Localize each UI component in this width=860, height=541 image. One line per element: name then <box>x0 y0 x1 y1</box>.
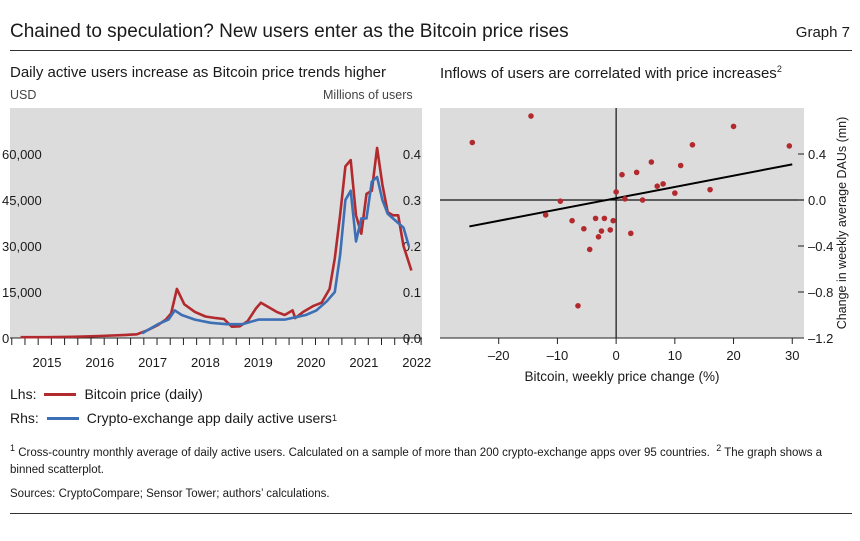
scatter-point <box>786 143 793 149</box>
graph-number: Graph 7 <box>795 24 850 41</box>
legend-users-label: Crypto-exchange app daily active users <box>86 410 332 426</box>
scatter-point <box>628 230 634 237</box>
right-y-tick-label: 0.3 <box>403 193 421 208</box>
scatter-point <box>660 181 666 187</box>
scatter-point <box>622 196 628 202</box>
legend-price-label: Bitcoin price (daily) <box>84 386 203 402</box>
scatter-point <box>528 113 534 119</box>
x-tick-label: 2015 <box>33 355 62 370</box>
scatter-point <box>677 162 684 169</box>
left-y-tick-label: 0 <box>2 331 9 346</box>
y-tick-label: 0.4 <box>808 147 826 162</box>
top-rule <box>10 50 852 51</box>
scatter-point <box>569 217 575 224</box>
scatter-point <box>607 227 614 233</box>
x-axis-title: Bitcoin, weekly price change (%) <box>524 369 719 384</box>
x-tick-label: 0 <box>613 348 620 363</box>
scatter-point <box>633 169 640 176</box>
legend-price-swatch <box>44 392 77 396</box>
x-tick-label: 30 <box>785 348 799 363</box>
x-tick-label: 2021 <box>349 355 378 370</box>
scatter-point <box>575 303 581 309</box>
x-tick-label: 2018 <box>191 355 220 370</box>
x-tick-label: –10 <box>547 348 569 363</box>
scatter-point <box>557 198 564 204</box>
footnote-2-marker: 2 <box>716 443 722 453</box>
legend-users-sup: 1 <box>331 413 337 423</box>
scatter-point <box>601 215 608 222</box>
y-tick-label: –0.4 <box>808 239 833 254</box>
y-axis-title: Change in weekly average DAUs (mn) <box>835 117 849 330</box>
y-tick-label: –1.2 <box>808 331 833 346</box>
right-y-tick-label: 0.1 <box>403 285 421 300</box>
left-y-tick-label: 15,000 <box>2 285 42 300</box>
x-tick-label: 2019 <box>244 355 273 370</box>
scatter-point <box>542 212 549 218</box>
chart-title: Chained to speculation? New users enter … <box>10 21 569 42</box>
x-tick-label: 2022 <box>402 355 431 370</box>
left-y-tick-label: 30,000 <box>2 239 42 254</box>
x-tick-label: 10 <box>668 348 682 363</box>
footnote-2-text: The graph shows a binned scatterplot. <box>10 446 823 476</box>
scatter-point <box>598 228 605 234</box>
scatter-point <box>730 123 737 130</box>
legend-lhs-prefix: Lhs: <box>10 386 37 402</box>
scatter-point <box>639 197 646 203</box>
scatter-point <box>613 189 619 195</box>
scatter-point <box>586 246 593 253</box>
left-panel-title: Daily active users increase as Bitcoin p… <box>10 64 387 81</box>
legend-item-price: Lhs: Bitcoin price (daily) <box>10 386 203 402</box>
scatter-point <box>689 142 696 148</box>
scatter-point <box>469 139 476 146</box>
scatter-point <box>648 159 655 165</box>
scatter-point <box>592 215 599 222</box>
left-y-tick-label: 45,000 <box>2 193 42 208</box>
left-y-tick-label: 60,000 <box>2 147 42 162</box>
x-tick-label: 20 <box>726 348 740 363</box>
scatter-point <box>654 183 661 189</box>
legend-rhs-prefix: Rhs: <box>10 410 39 426</box>
left-axis-unit: USD <box>10 88 37 102</box>
right-panel-title-sup: 2 <box>776 64 782 74</box>
right-panel-title: Inflows of users are correlated with pri… <box>440 64 782 82</box>
x-tick-label: 2017 <box>138 355 167 370</box>
y-tick-label: –0.8 <box>808 285 833 300</box>
footnote-1-text: Cross-country monthly average of daily a… <box>18 446 710 459</box>
scatter-point <box>595 234 602 240</box>
bottom-rule <box>10 513 852 514</box>
plot-background <box>440 108 804 338</box>
sources: Sources: CryptoCompare; Sensor Tower; au… <box>10 488 330 500</box>
x-tick-label: 2020 <box>297 355 326 370</box>
trend-line <box>469 163 793 228</box>
x-tick-label: –20 <box>488 348 510 363</box>
scatter-chart: –20 –10 0 10 20 30 Bitcoin, weekly price chang… <box>440 108 849 384</box>
y-tick-label: 0.0 <box>808 193 826 208</box>
line-chart: 015,00030,00045,00060,0000.00.10.20.30.4… <box>2 108 431 370</box>
x-tick-label: 2016 <box>85 355 114 370</box>
scatter-point <box>707 186 713 193</box>
footnote-1-marker: 1 <box>10 443 16 453</box>
series-line-daily-active-users <box>141 175 411 335</box>
right-panel-title-text: Inflows of users are correlated with pri… <box>440 65 777 82</box>
right-y-tick-label: 0.4 <box>403 147 421 162</box>
scatter-point <box>672 190 678 196</box>
right-axis-unit: Millions of users <box>323 88 413 102</box>
scatter-point <box>619 171 625 178</box>
footnotes: 1 Cross-country monthly average of daily… <box>10 440 852 479</box>
legend-users-swatch <box>46 416 79 420</box>
scatter-point <box>610 217 616 224</box>
scatter-point <box>581 225 587 232</box>
legend-item-users: Rhs: Crypto-exchange app daily active us… <box>10 410 337 426</box>
